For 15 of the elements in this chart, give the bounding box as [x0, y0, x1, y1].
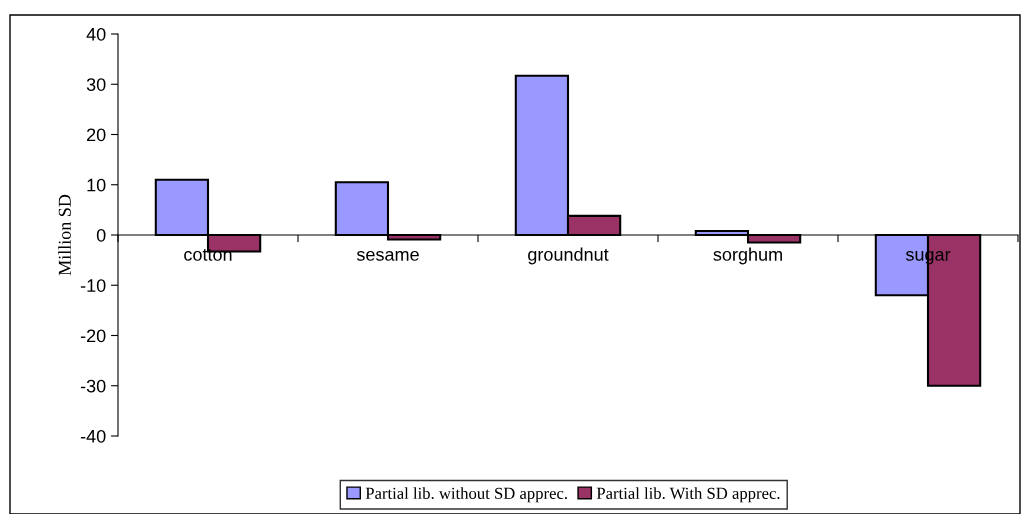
x-tick-label: sorghum	[713, 247, 782, 265]
legend-label: Partial lib. without SD apprec.	[365, 487, 567, 503]
x-tick-label: sesame	[356, 250, 419, 261]
y-tick-label: 0	[96, 228, 106, 242]
y-tick-label: -40	[80, 429, 106, 443]
y-tick-label: 20	[87, 128, 106, 142]
y-tick-label: -20	[80, 329, 106, 343]
y-tick-label: -30	[80, 379, 106, 393]
x-tick-label: groundnut	[528, 247, 609, 265]
y-tick-label: 10	[87, 178, 106, 192]
y-tick-label: -10	[80, 279, 106, 292]
y-axis-title: Million SD	[58, 194, 71, 276]
y-tick-label: 30	[86, 78, 106, 91]
y-tick-label: 40	[86, 27, 106, 41]
legend-label: Partial lib. With SD apprec.	[596, 487, 780, 503]
